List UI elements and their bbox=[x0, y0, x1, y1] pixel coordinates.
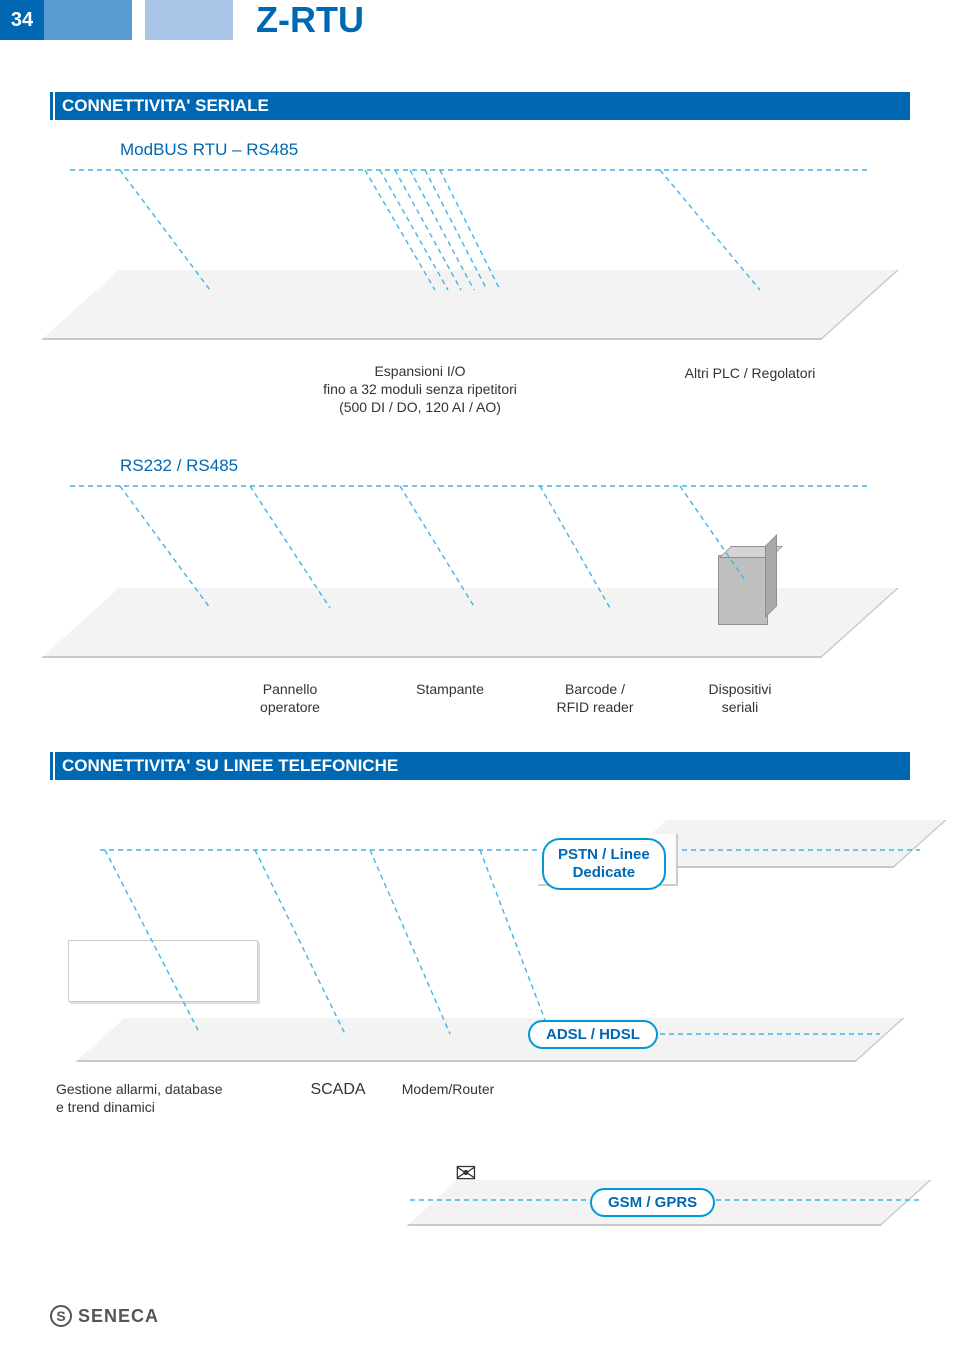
label-modem: Modem/Router bbox=[388, 1080, 508, 1098]
device-box bbox=[718, 555, 768, 625]
label-pannello: Pannello operatore bbox=[240, 680, 340, 716]
platform-adsl bbox=[76, 1018, 905, 1062]
label-dispositivi: Dispositivi seriali bbox=[690, 680, 790, 716]
seneca-icon: S bbox=[50, 1305, 72, 1327]
caption-espansioni-text: Espansioni I/O fino a 32 moduli senza ri… bbox=[323, 363, 517, 415]
footer-logo: S SENECA bbox=[50, 1305, 159, 1327]
label-scada: SCADA bbox=[298, 1080, 378, 1101]
white-callout-box bbox=[68, 940, 258, 1002]
header-accent-1 bbox=[44, 0, 132, 40]
pill-gsm: GSM / GPRS bbox=[590, 1188, 715, 1217]
envelope-icon: ✉ bbox=[455, 1158, 477, 1189]
pill-adsl: ADSL / HDSL bbox=[528, 1020, 658, 1049]
label-stampante: Stampante bbox=[400, 680, 500, 698]
caption-altri-plc: Altri PLC / Regolatori bbox=[650, 364, 850, 382]
section-banner-serial: CONNETTIVITA' SERIALE bbox=[50, 92, 910, 120]
seneca-text: SENECA bbox=[78, 1306, 159, 1327]
pill-pstn-text: PSTN / Linee Dedicate bbox=[558, 846, 650, 881]
pill-pstn: PSTN / Linee Dedicate bbox=[542, 838, 666, 890]
caption-espansioni: Espansioni I/O fino a 32 moduli senza ri… bbox=[280, 362, 560, 417]
label-gestione: Gestione allarmi, database e trend dinam… bbox=[56, 1080, 266, 1116]
page-header: 34 Z-RTU bbox=[0, 0, 960, 56]
label-barcode: Barcode / RFID reader bbox=[540, 680, 650, 716]
page-number: 34 bbox=[0, 0, 44, 40]
page-title: Z-RTU bbox=[256, 0, 364, 40]
platform-serial-1 bbox=[41, 270, 899, 340]
sub-label-rs232: RS232 / RS485 bbox=[120, 456, 238, 476]
header-accent-2 bbox=[145, 0, 233, 40]
sub-label-modbus: ModBUS RTU – RS485 bbox=[120, 140, 298, 160]
connector-lines: .dash { stroke:#43b4e4; stroke-width:1.4… bbox=[0, 0, 960, 1345]
section-banner-tele: CONNETTIVITA' SU LINEE TELEFONICHE bbox=[50, 752, 910, 780]
